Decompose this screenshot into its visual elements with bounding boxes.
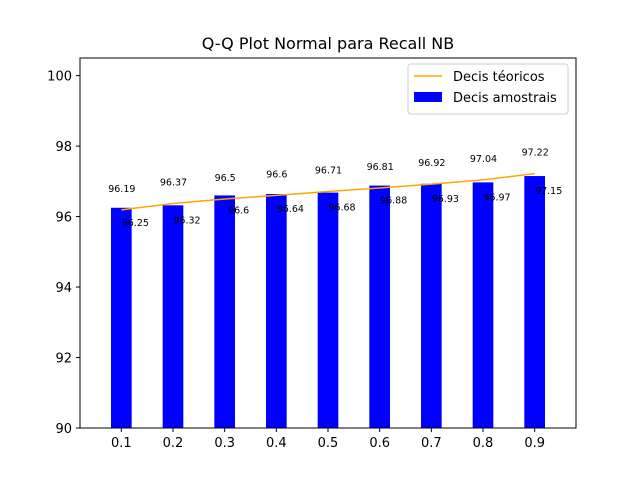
theoretical-label-0.3: 96.5 xyxy=(215,173,236,184)
chart-title: Q-Q Plot Normal para Recall NB xyxy=(202,34,455,53)
x-tick-label: 0.2 xyxy=(163,436,184,451)
theoretical-label-0.5: 96.71 xyxy=(315,166,342,177)
line-layer xyxy=(121,172,535,211)
legend-bar-swatch xyxy=(414,92,442,102)
bar-0.4 xyxy=(266,194,287,428)
theoretical-deciles-line xyxy=(121,172,535,211)
x-tick-label: 0.1 xyxy=(111,436,132,451)
legend-box xyxy=(407,63,569,115)
y-tick-label: 92 xyxy=(55,352,72,367)
legend-label-teoricos: Decis téoricos xyxy=(453,70,545,85)
sample-label-0.8: 96.97 xyxy=(483,192,510,203)
bar-0.7 xyxy=(421,183,442,428)
y-tick-label: 94 xyxy=(55,281,72,296)
x-tick-label: 0.8 xyxy=(473,436,494,451)
bar-0.9 xyxy=(524,176,545,428)
legend: Decis téoricos Decis amostrais xyxy=(407,63,569,115)
sample-label-0.6: 96.88 xyxy=(380,196,407,207)
x-tick-label: 0.4 xyxy=(266,436,287,451)
bar-0.1 xyxy=(111,207,132,428)
sample-label-0.7: 96.93 xyxy=(432,194,459,205)
bar-0.5 xyxy=(317,192,339,428)
y-tick-label: 98 xyxy=(55,140,72,155)
sample-label-0.3: 96.6 xyxy=(228,205,249,216)
y-tick-label: 96 xyxy=(55,211,72,226)
sample-label-0.9: 97.15 xyxy=(535,186,562,197)
theoretical-label-0.4: 96.6 xyxy=(266,169,287,180)
x-axis: 0.1 0.2 0.3 0.4 0.5 0.6 0.7 0.8 0.9 xyxy=(111,428,545,451)
sample-label-0.4: 96.64 xyxy=(277,204,304,215)
sample-label-0.5: 96.68 xyxy=(328,203,355,214)
bar-0.8 xyxy=(472,182,494,428)
theoretical-label-0.6: 96.81 xyxy=(367,162,394,173)
y-axis: 90 92 94 96 98 100 xyxy=(47,70,80,437)
x-tick-label: 0.6 xyxy=(369,436,390,451)
legend-label-amostrais: Decis amostrais xyxy=(453,91,557,106)
y-tick-label: 90 xyxy=(55,422,72,437)
sample-label-0.1: 96.25 xyxy=(122,218,149,229)
bar-0.6 xyxy=(369,185,390,428)
theoretical-label-0.8: 97.04 xyxy=(470,154,497,165)
bar-0.2 xyxy=(162,205,184,428)
x-tick-label: 0.5 xyxy=(318,436,339,451)
theoretical-label-0.2: 96.37 xyxy=(160,178,187,189)
y-tick-label: 100 xyxy=(47,70,72,85)
theoretical-label-0.1: 96.19 xyxy=(108,184,135,195)
x-tick-label: 0.9 xyxy=(524,436,545,451)
theoretical-label-0.7: 96.92 xyxy=(418,158,445,169)
x-tick-label: 0.7 xyxy=(421,436,442,451)
bars-layer xyxy=(111,176,545,428)
x-tick-label: 0.3 xyxy=(214,436,235,451)
theoretical-label-0.9: 97.22 xyxy=(522,148,549,159)
data-labels-layer: 96.19 96.37 96.5 96.6 96.71 96.81 96.92 97.04 97… xyxy=(108,148,562,229)
sample-label-0.2: 96.32 xyxy=(173,215,200,226)
bar-0.3 xyxy=(214,195,235,428)
